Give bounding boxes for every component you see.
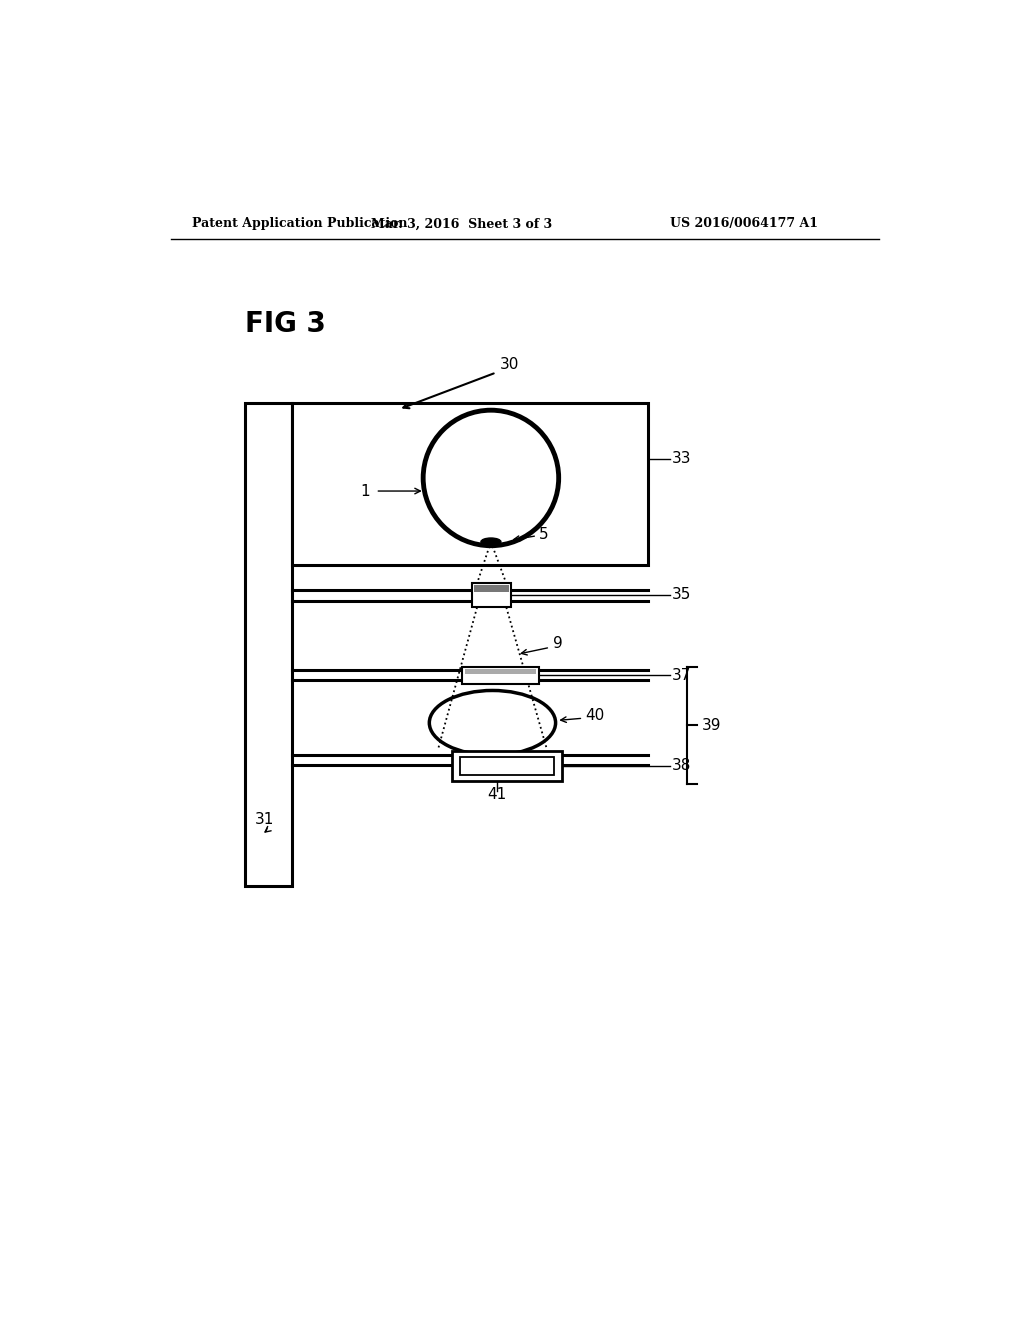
Text: 30: 30 (500, 358, 519, 372)
Text: FIG 3: FIG 3 (245, 310, 326, 338)
Bar (474, 585, 509, 591)
Text: Patent Application Publication: Patent Application Publication (193, 218, 408, 231)
Text: Mar. 3, 2016  Sheet 3 of 3: Mar. 3, 2016 Sheet 3 of 3 (371, 218, 552, 231)
Bar (465, 669, 536, 675)
Text: 5: 5 (539, 527, 548, 541)
Bar (453, 751, 562, 780)
Bar (472, 583, 511, 607)
Text: 35: 35 (672, 587, 691, 602)
Text: US 2016/0064177 A1: US 2016/0064177 A1 (670, 218, 817, 231)
Text: 37: 37 (672, 668, 691, 682)
Text: 39: 39 (701, 718, 721, 733)
Text: 9: 9 (553, 636, 562, 651)
Bar (460, 756, 554, 775)
Text: 33: 33 (672, 451, 691, 466)
Text: 31: 31 (255, 812, 274, 826)
Text: 38: 38 (672, 759, 691, 774)
Text: 1: 1 (360, 483, 370, 499)
Bar (462, 667, 539, 684)
Text: 41: 41 (487, 787, 507, 803)
Text: 40: 40 (585, 708, 604, 722)
Bar (245, 404, 292, 886)
Bar (292, 404, 648, 565)
Ellipse shape (481, 539, 501, 545)
